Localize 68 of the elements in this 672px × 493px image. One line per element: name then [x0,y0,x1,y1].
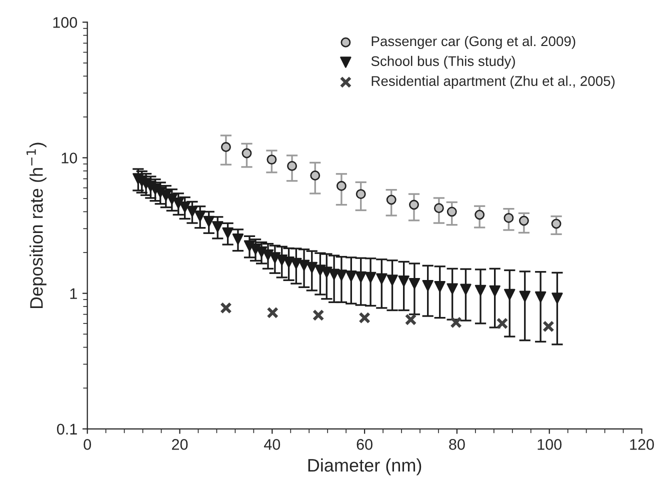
point [283,256,294,268]
point [232,234,244,245]
point [298,260,310,271]
point [212,221,224,232]
point [398,276,410,287]
point [534,291,546,303]
point [172,197,184,209]
point [376,273,388,284]
point [220,142,231,152]
point [496,317,508,330]
point [356,189,366,200]
x-axis-title: Diameter (nm) [308,458,422,476]
y-tick-label: 1 [70,288,77,299]
legend-label: Passenger car (Gong et al. 2009) [372,36,576,49]
point [312,309,324,322]
y-tick-label: 10 [62,152,78,164]
point [408,278,420,290]
point [287,160,297,171]
x-tick-label: 60 [356,439,372,450]
point [220,302,232,314]
point [504,212,514,223]
point [409,200,419,210]
point [386,194,396,205]
point [551,218,562,229]
point [519,290,530,302]
point [450,316,462,328]
point [434,281,446,292]
point [542,320,554,332]
x-tick-label: 0 [84,439,92,450]
point [266,154,277,165]
point [306,262,318,274]
point [336,180,346,191]
point [179,201,190,213]
point [242,148,252,158]
y-tick-label: 100 [53,17,78,28]
point [222,227,234,239]
legend-label: School bus (This study) [371,56,515,69]
legend-label: Residential apartment (Zhu et al., 2005) [372,76,615,89]
point [422,280,434,292]
x-tick-label: 120 [630,439,654,450]
point [355,271,366,283]
point [446,283,458,294]
point [434,203,444,214]
y-axis-title: Deposition rate (h$^{−1}$) [26,142,46,308]
x-tick-label: 20 [172,439,188,450]
point [489,285,500,297]
y-tick-label: 0.1 [57,424,77,435]
point [358,312,370,324]
x-tick-label: 100 [538,439,562,450]
point [460,284,472,295]
point [474,210,485,220]
point [186,206,198,218]
point [474,284,486,296]
x-tick-label: 40 [264,439,280,450]
point [552,292,563,304]
point [446,206,457,217]
point [386,274,398,286]
point [203,216,214,228]
x-tick-label: 80 [449,439,465,450]
point [518,216,529,226]
point [504,288,516,300]
point [404,314,417,326]
point [194,210,206,222]
point [346,270,357,282]
point [310,170,320,180]
point [266,306,279,319]
point [290,258,302,270]
point [364,272,376,284]
